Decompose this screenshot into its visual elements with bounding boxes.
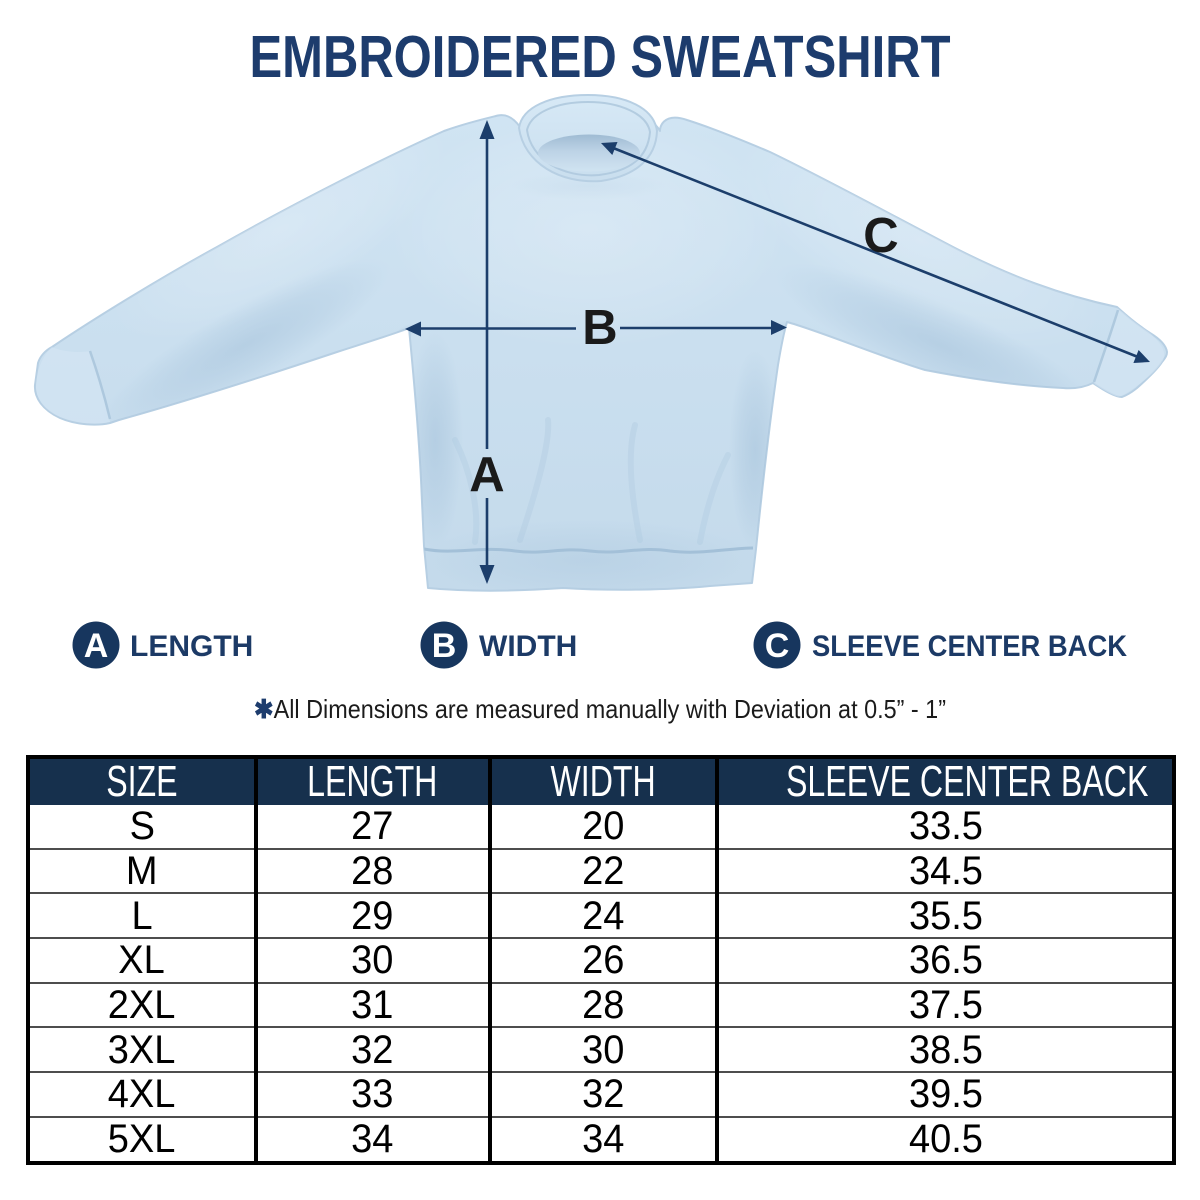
svg-text:C: C	[765, 627, 790, 665]
svg-text:A: A	[84, 627, 109, 665]
svg-text:B: B	[432, 627, 457, 665]
svg-text:A: A	[469, 448, 504, 502]
svg-text:WIDTH: WIDTH	[479, 630, 577, 663]
svg-text:B: B	[582, 301, 617, 355]
svg-text:LENGTH: LENGTH	[130, 630, 253, 663]
svg-text:SLEEVE CENTER BACK: SLEEVE CENTER BACK	[812, 630, 1127, 663]
svg-text:C: C	[863, 209, 898, 263]
